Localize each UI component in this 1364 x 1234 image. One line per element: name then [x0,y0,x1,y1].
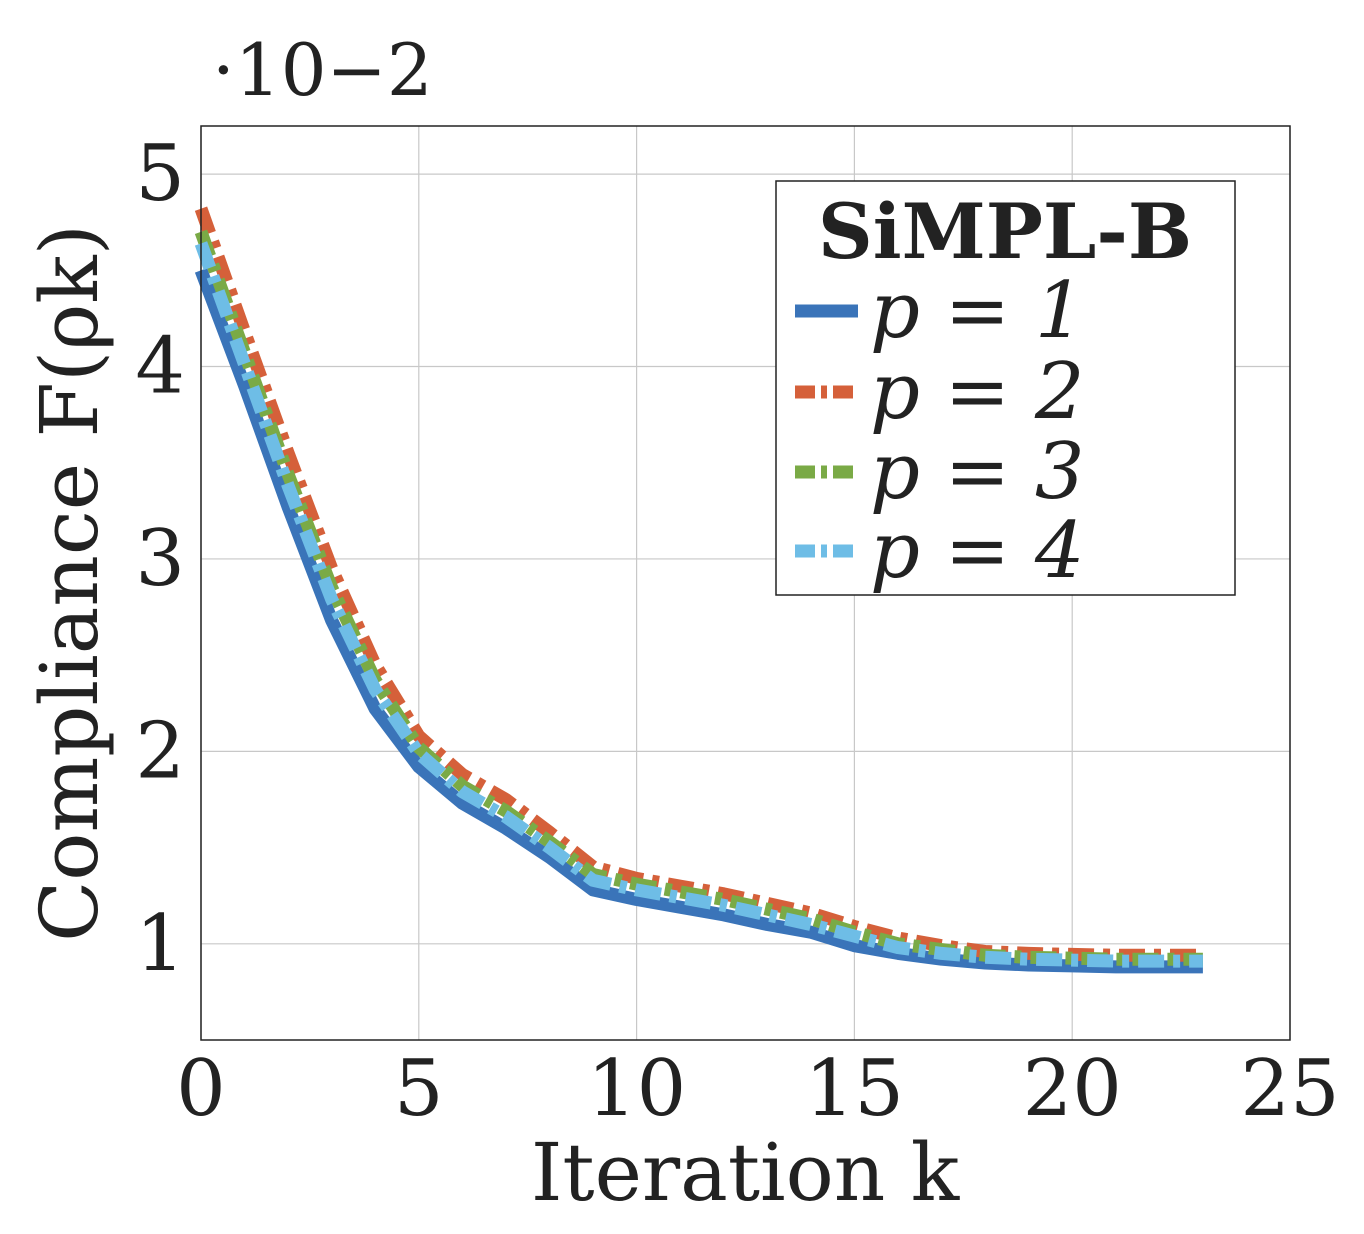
y-tick-label: 2 [135,706,185,796]
y-axis-label: Compliance F(ρk) [23,224,116,942]
x-axis-label: Iteration k [531,1126,961,1219]
plot-frame [200,125,1291,1041]
y-tick-label: 1 [135,899,185,989]
x-tick-label: 25 [1240,1044,1339,1134]
y-axis-multiplier: ·10−2 [212,28,433,112]
x-tick-label: 0 [176,1044,226,1134]
legend-title: SiMPL-B [818,187,1192,276]
legend-label-p1: p = 1 [870,266,1085,356]
series-line-p1 [194,268,1203,974]
legend: SiMPL-B p = 1p = 2p = 3p = 4 [775,180,1236,596]
x-tick-label: 20 [1023,1044,1122,1134]
y-tick-label: 5 [135,129,185,219]
legend-entries: p = 1p = 2p = 3p = 4 [795,266,1085,596]
y-tick-labels: 1 2 3 4 5 [135,129,185,989]
legend-label-p3: p = 3 [870,427,1085,517]
legend-label-p2: p = 2 [870,347,1085,437]
legend-label-p4: p = 4 [870,506,1085,596]
series-lines [194,206,1203,974]
x-tick-label: 15 [805,1044,904,1134]
x-tick-labels: 0 5 10 15 20 25 [176,1044,1339,1134]
series-line-p4 [194,241,1203,968]
x-tick-label: 10 [587,1044,686,1134]
x-tick-label: 5 [394,1044,444,1134]
y-tick-label: 4 [135,322,185,412]
y-tick-label: 3 [135,514,185,604]
